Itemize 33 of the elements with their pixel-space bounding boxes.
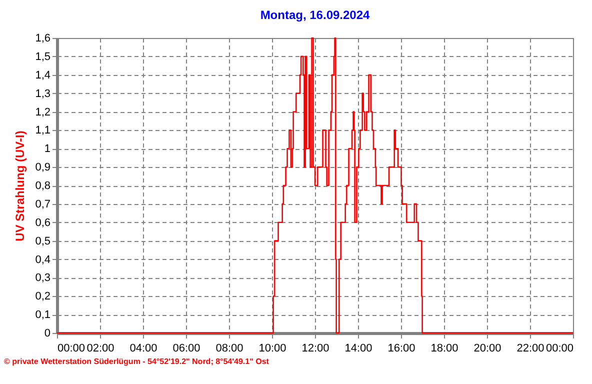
y-tick-label: 0,2: [35, 290, 50, 303]
x-tick-label: 16:00: [388, 342, 416, 354]
x-tick-label: 00:00: [546, 342, 574, 354]
x-tick-label: 22:00: [516, 342, 544, 354]
x-tick-label: 04:00: [130, 342, 158, 354]
y-tick-label: 0,7: [35, 198, 50, 210]
x-tick-label: 06:00: [172, 342, 200, 354]
y-tick-label: 1,3: [35, 88, 50, 100]
y-tick-label: 0,8: [35, 180, 50, 192]
y-tick-label: 0,1: [35, 309, 50, 322]
y-tick-label: 1,6: [35, 32, 50, 44]
x-tick-label: 12:00: [302, 342, 330, 354]
y-axis-title: UV Strahlung (UV-I): [13, 130, 28, 242]
y-tick-label: 0,4: [35, 254, 50, 266]
y-tick-label: 0,6: [35, 216, 50, 229]
y-tick-label: 1,1: [35, 124, 50, 137]
y-tick-label: 0,3: [35, 272, 50, 284]
y-tick-label: 1,2: [35, 106, 50, 118]
y-tick-label: 0,9: [35, 162, 50, 174]
x-tick-label: 14:00: [344, 342, 372, 354]
y-tick-label: 0: [44, 328, 50, 340]
x-tick-label: 10:00: [258, 342, 286, 354]
x-tick-label: 18:00: [430, 342, 458, 354]
chart-title: Montag, 16.09.2024: [260, 8, 370, 22]
x-tick-label: 00:00: [58, 342, 86, 354]
text: © private Wetterstation Süderlügum - 54°52'19.2" Nord; 8°54'49.1" Ost: [4, 357, 269, 366]
x-tick-label: 02:00: [86, 342, 114, 354]
x-tick-label: 20:00: [474, 342, 502, 354]
x-tick-label: 08:00: [216, 342, 244, 354]
y-tick-label: 0,5: [35, 235, 50, 248]
y-tick-label: 1,4: [35, 69, 50, 82]
y-tick-label: 1: [44, 143, 50, 156]
y-tick-label: 1,5: [35, 50, 50, 63]
